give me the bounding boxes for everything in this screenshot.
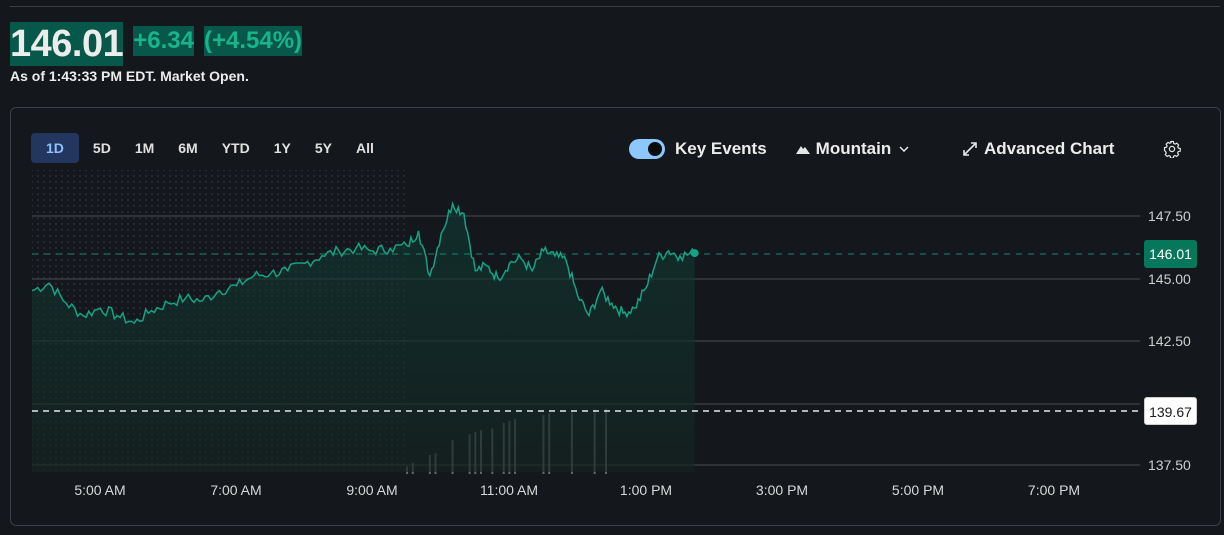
chart-controls: Key Events Mountain xyxy=(629,137,915,161)
range-5d[interactable]: 5D xyxy=(92,140,111,156)
chart-panel xyxy=(10,107,1221,526)
x-tick-3pm: 3:00 PM xyxy=(755,482,809,498)
x-tick-1pm: 1:00 PM xyxy=(619,482,673,498)
x-tick-7pm: 7:00 PM xyxy=(1027,482,1081,498)
advanced-chart-button[interactable]: Advanced Chart xyxy=(962,137,1114,161)
advanced-chart-label: Advanced Chart xyxy=(984,139,1115,158)
as-of-timestamp: As of 1:43:33 PM EDT. Market Open. xyxy=(10,68,249,84)
chart-type-dropdown[interactable]: Mountain xyxy=(795,139,916,159)
chart-type-label: Mountain xyxy=(815,139,892,158)
expand-arrows-icon xyxy=(963,142,977,156)
x-tick-5am: 5:00 AM xyxy=(74,482,126,498)
price-change: +6.34 xyxy=(133,26,194,56)
current-price: 146.01 xyxy=(10,22,124,66)
y-tick-142-50: 142.50 xyxy=(1148,333,1191,349)
range-5y[interactable]: 5Y xyxy=(314,140,332,156)
range-1m[interactable]: 1M xyxy=(134,140,155,156)
top-divider xyxy=(10,6,1220,7)
current-price-tag: 146.01 xyxy=(1144,240,1197,268)
chevron-down-icon xyxy=(899,146,909,152)
x-tick-7am: 7:00 AM xyxy=(210,482,262,498)
range-ytd[interactable]: YTD xyxy=(221,140,250,156)
x-tick-9am: 9:00 AM xyxy=(346,482,398,498)
range-1d[interactable]: 1D xyxy=(31,133,79,163)
range-all[interactable]: All xyxy=(355,140,374,156)
x-tick-11am: 11:00 AM xyxy=(479,482,539,498)
x-tick-5pm: 5:00 PM xyxy=(891,482,945,498)
y-tick-147-50: 147.50 xyxy=(1148,208,1191,224)
previous-close-tag: 139.67 xyxy=(1144,397,1197,425)
price-change-percent: (+4.54%) xyxy=(203,26,303,56)
y-tick-145-00: 145.00 xyxy=(1148,271,1191,287)
time-range-selector: 1D 5D 1M 6M YTD 1Y 5Y All xyxy=(31,133,386,163)
mountain-icon xyxy=(795,146,810,154)
quote-header: 146.01 +6.34 (+4.54%) xyxy=(10,22,303,66)
range-1y[interactable]: 1Y xyxy=(273,140,291,156)
toggle-knob xyxy=(648,142,662,156)
key-events-label: Key Events xyxy=(675,139,767,158)
key-events-toggle[interactable] xyxy=(629,139,665,159)
y-tick-137-50: 137.50 xyxy=(1148,457,1191,473)
range-6m[interactable]: 6M xyxy=(178,140,198,156)
gear-icon[interactable] xyxy=(1163,140,1181,158)
